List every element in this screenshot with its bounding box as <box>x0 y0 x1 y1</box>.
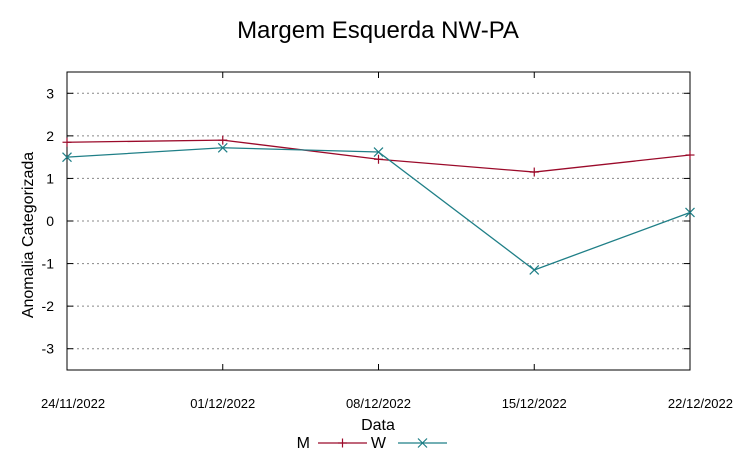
y-tick-label: 3 <box>46 85 54 101</box>
legend-point-w <box>417 438 428 448</box>
y-tick-label: 1 <box>46 170 54 186</box>
x-axis-label: Data <box>361 417 395 434</box>
data-point-m <box>218 135 228 145</box>
data-point-w <box>529 265 540 275</box>
x-tick-label: 08/12/2022 <box>346 396 411 411</box>
data-point-m <box>529 167 539 177</box>
series-layer <box>62 135 695 275</box>
y-axis-label: Anomalia Categorizada <box>20 152 37 318</box>
x-axis-ticks: 24/11/2022 01/12/2022 08/12/2022 15/12/2022… <box>41 72 733 411</box>
data-point-w <box>217 142 228 153</box>
data-point-w <box>373 147 384 157</box>
data-point-m <box>374 154 383 164</box>
data-point-m <box>685 150 695 160</box>
y-axis-ticks: 3 2 1 0 -1 -2 -3 <box>42 85 690 357</box>
legend-marker-w <box>417 438 428 448</box>
y-tick-label: -2 <box>42 298 55 314</box>
data-point-m <box>62 137 72 147</box>
x-tick-label: 01/12/2022 <box>190 396 255 411</box>
legend-entry-w: W <box>371 435 447 452</box>
y-tick-label: -3 <box>42 341 55 357</box>
legend-marker-m <box>338 438 347 448</box>
y-tick-label: 0 <box>46 213 54 229</box>
x-tick-label: 15/12/2022 <box>502 396 567 411</box>
legend-point-m <box>338 438 347 448</box>
x-tick-label: 22/12/2022 <box>668 396 733 411</box>
plot-frame <box>66 71 691 371</box>
data-point-w <box>62 152 72 163</box>
x-tick-label: 24/11/2022 <box>41 396 105 411</box>
legend: M W <box>297 435 447 452</box>
y-tick-label: -1 <box>42 256 55 272</box>
y-tick-label: 2 <box>46 128 54 144</box>
legend-entry-m: M <box>297 435 367 452</box>
legend-label-w: W <box>371 435 387 452</box>
chart-title: Margem Esquerda NW-PA <box>237 17 519 44</box>
legend-label-m: M <box>297 435 310 452</box>
series-line-w <box>66 147 691 271</box>
grid-lines <box>67 92 690 350</box>
data-point-w <box>685 207 695 218</box>
